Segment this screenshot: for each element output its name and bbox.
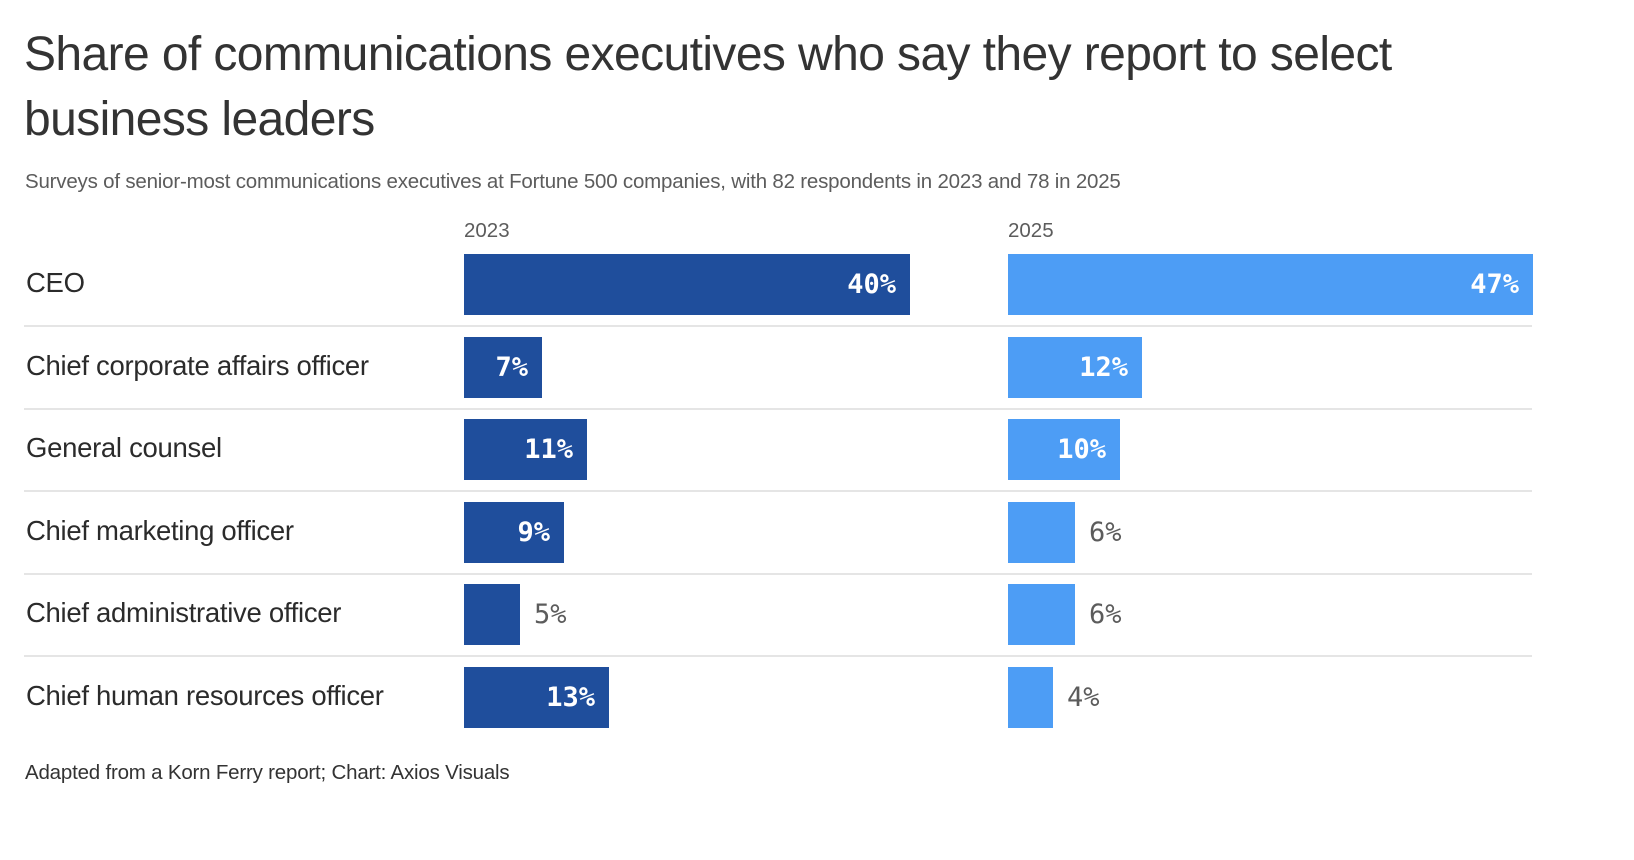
data-label-2025-general-counsel: 10% — [1057, 434, 1106, 466]
bar-2025-chief-marketing-officer — [1008, 501, 1075, 563]
row-divider — [24, 325, 1532, 327]
bar-2023-chief-administrative-officer — [464, 584, 520, 646]
category-label-general-counsel: General counsel — [26, 432, 222, 464]
category-label-chief-administrative-officer: Chief administrative officer — [26, 597, 342, 629]
row-divider — [24, 572, 1532, 575]
bar-2025-ceo — [1008, 254, 1533, 315]
bar-2023-chief-corporate-affairs-officer — [464, 336, 542, 398]
data-label-2025-chief-human-resources-officer: 4% — [1067, 682, 1100, 713]
category-label-chief-marketing-officer: Chief marketing officer — [26, 514, 294, 546]
panel-header-2025: 2025 — [1008, 219, 1054, 242]
category-label-chief-human-resources-officer: Chief human resources officer — [26, 680, 384, 711]
bar-2025-chief-corporate-affairs-officer — [1008, 336, 1142, 398]
row-divider — [24, 490, 1532, 493]
bar-2023-chief-human-resources-officer — [464, 667, 609, 728]
data-label-2023-chief-administrative-officer: 5% — [534, 599, 567, 631]
row-divider — [24, 407, 1532, 410]
data-label-2025-chief-administrative-officer: 6% — [1089, 599, 1122, 631]
chart-source-note: Adapted from a Korn Ferry report; Chart:… — [25, 761, 510, 784]
data-label-2023-ceo: 40% — [847, 269, 896, 300]
data-label-2025-chief-marketing-officer: 6% — [1089, 516, 1122, 548]
data-label-2023-chief-marketing-officer: 9% — [517, 516, 550, 548]
bar-2025-chief-human-resources-officer — [1008, 667, 1053, 728]
data-label-2025-chief-corporate-affairs-officer: 12% — [1079, 351, 1128, 383]
chart-subtitle: Surveys of senior-most communications ex… — [25, 170, 1121, 193]
row-divider — [24, 655, 1532, 658]
bar-2025-chief-administrative-officer — [1008, 584, 1075, 646]
panel-header-2023: 2023 — [464, 219, 510, 242]
chart-title: Share of communications executives who s… — [24, 28, 1392, 146]
data-label-2023-general-counsel: 11% — [524, 434, 573, 466]
category-label-ceo: CEO — [26, 267, 85, 298]
category-label-chief-corporate-affairs-officer: Chief corporate affairs officer — [26, 349, 369, 381]
data-label-2025-ceo: 47% — [1470, 269, 1519, 300]
bar-2025-general-counsel — [1008, 419, 1120, 481]
bar-2023-chief-marketing-officer — [464, 501, 564, 563]
data-label-2023-chief-human-resources-officer: 13% — [546, 682, 595, 713]
bar-2023-general-counsel — [464, 419, 587, 481]
bar-2023-ceo — [464, 254, 910, 315]
data-label-2023-chief-corporate-affairs-officer: 7% — [495, 351, 528, 383]
